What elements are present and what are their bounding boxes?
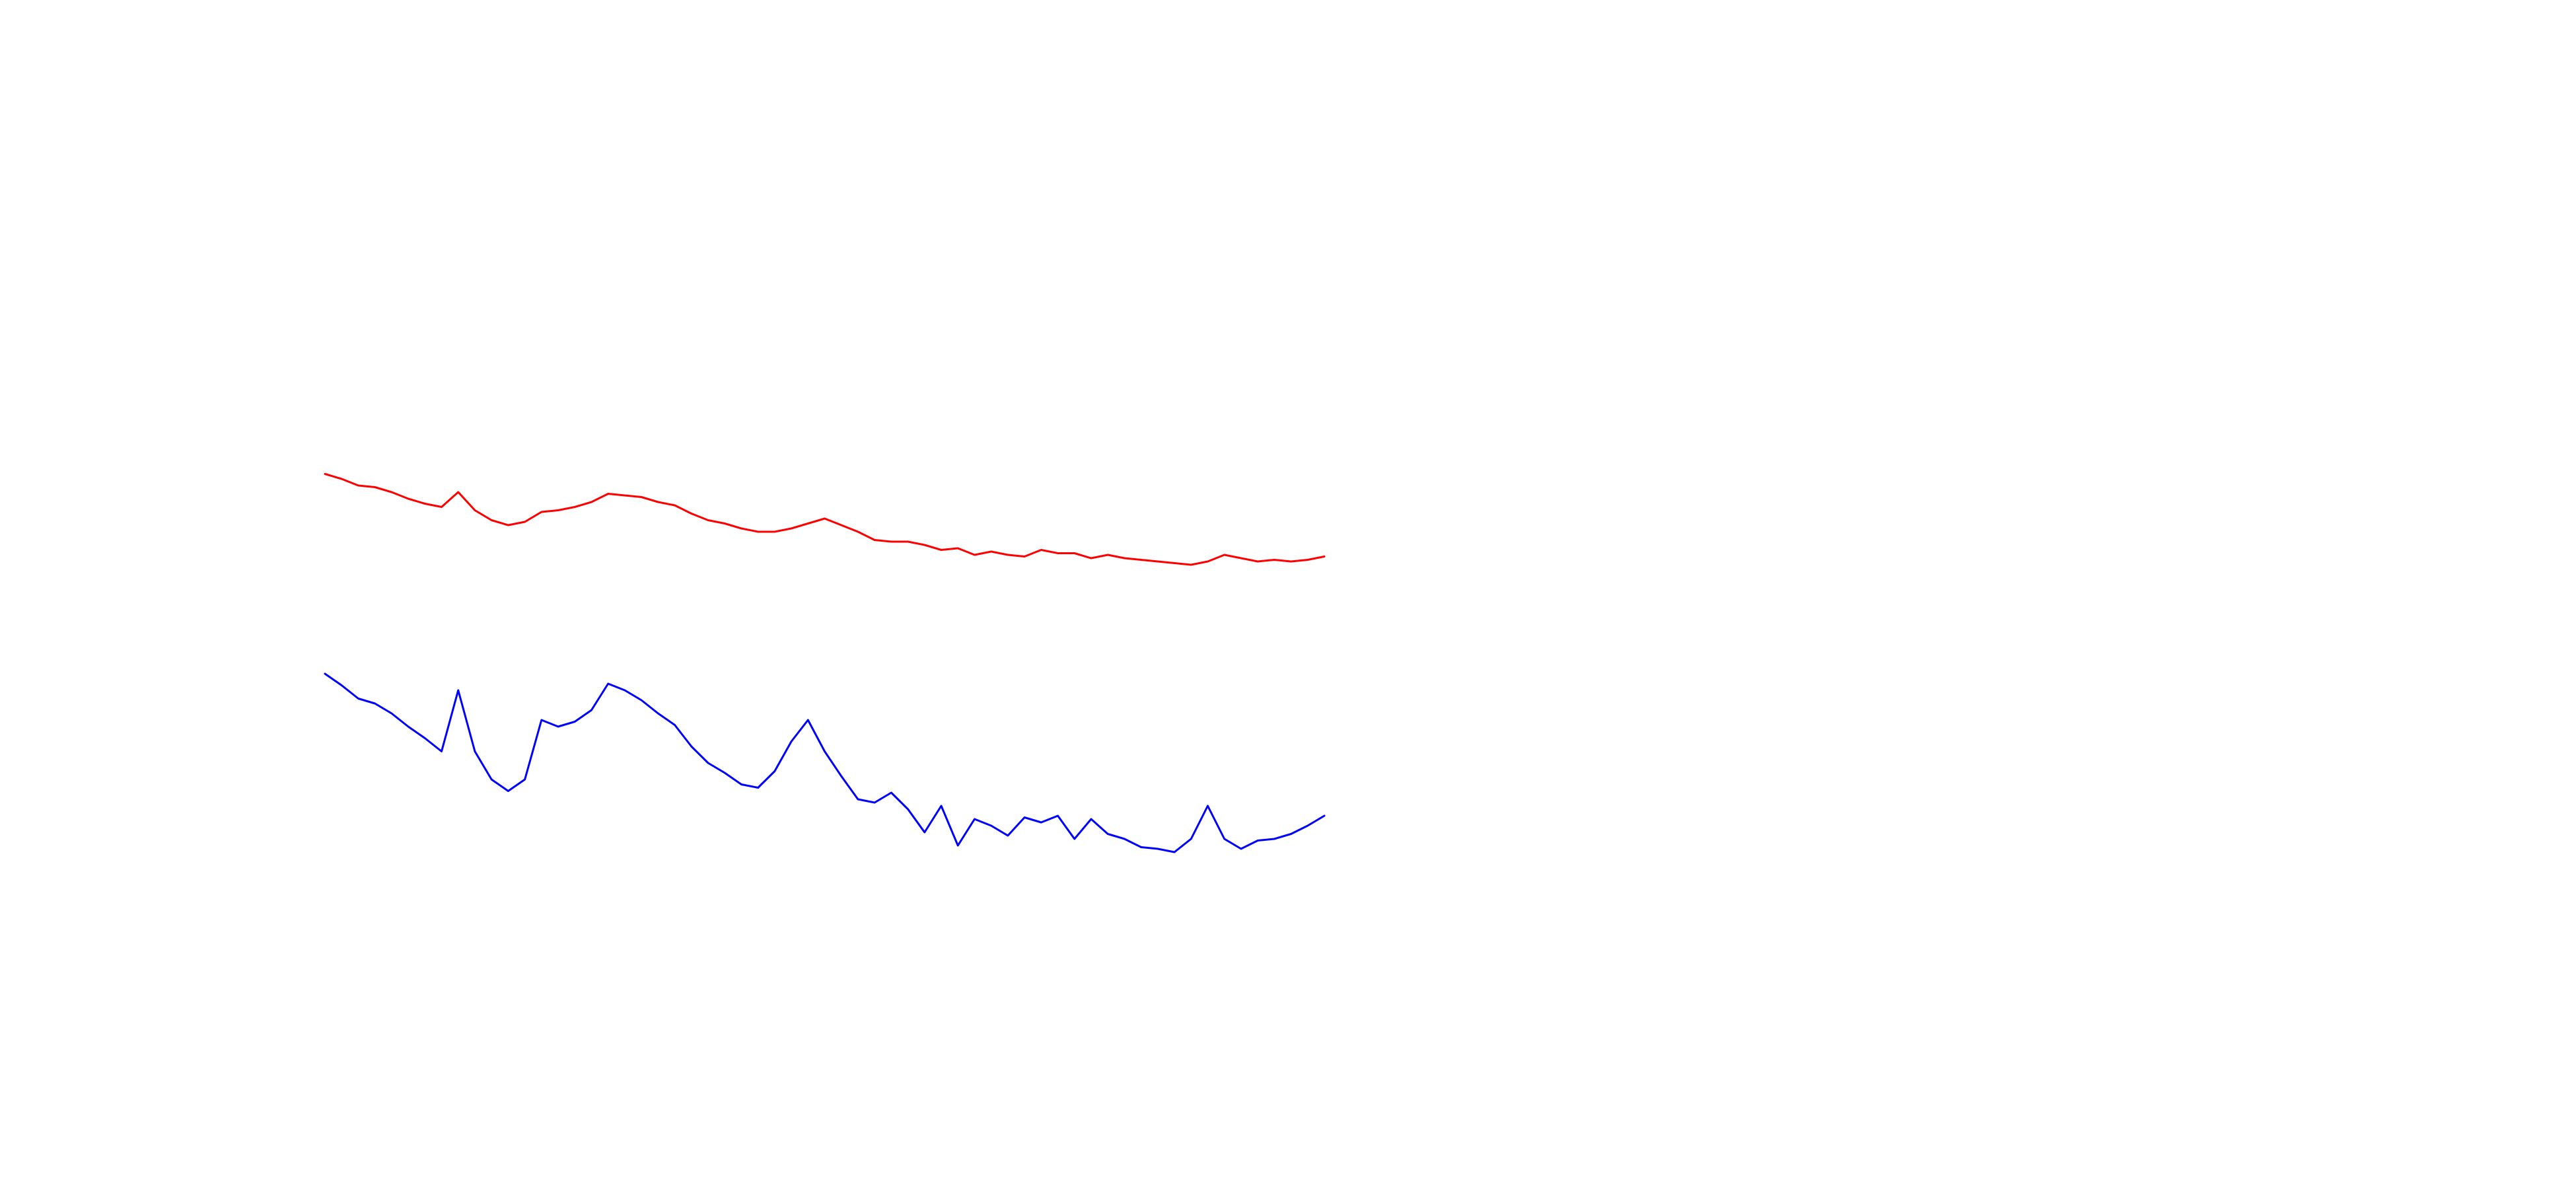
line xyxy=(324,672,1326,853)
line xyxy=(324,473,1326,566)
